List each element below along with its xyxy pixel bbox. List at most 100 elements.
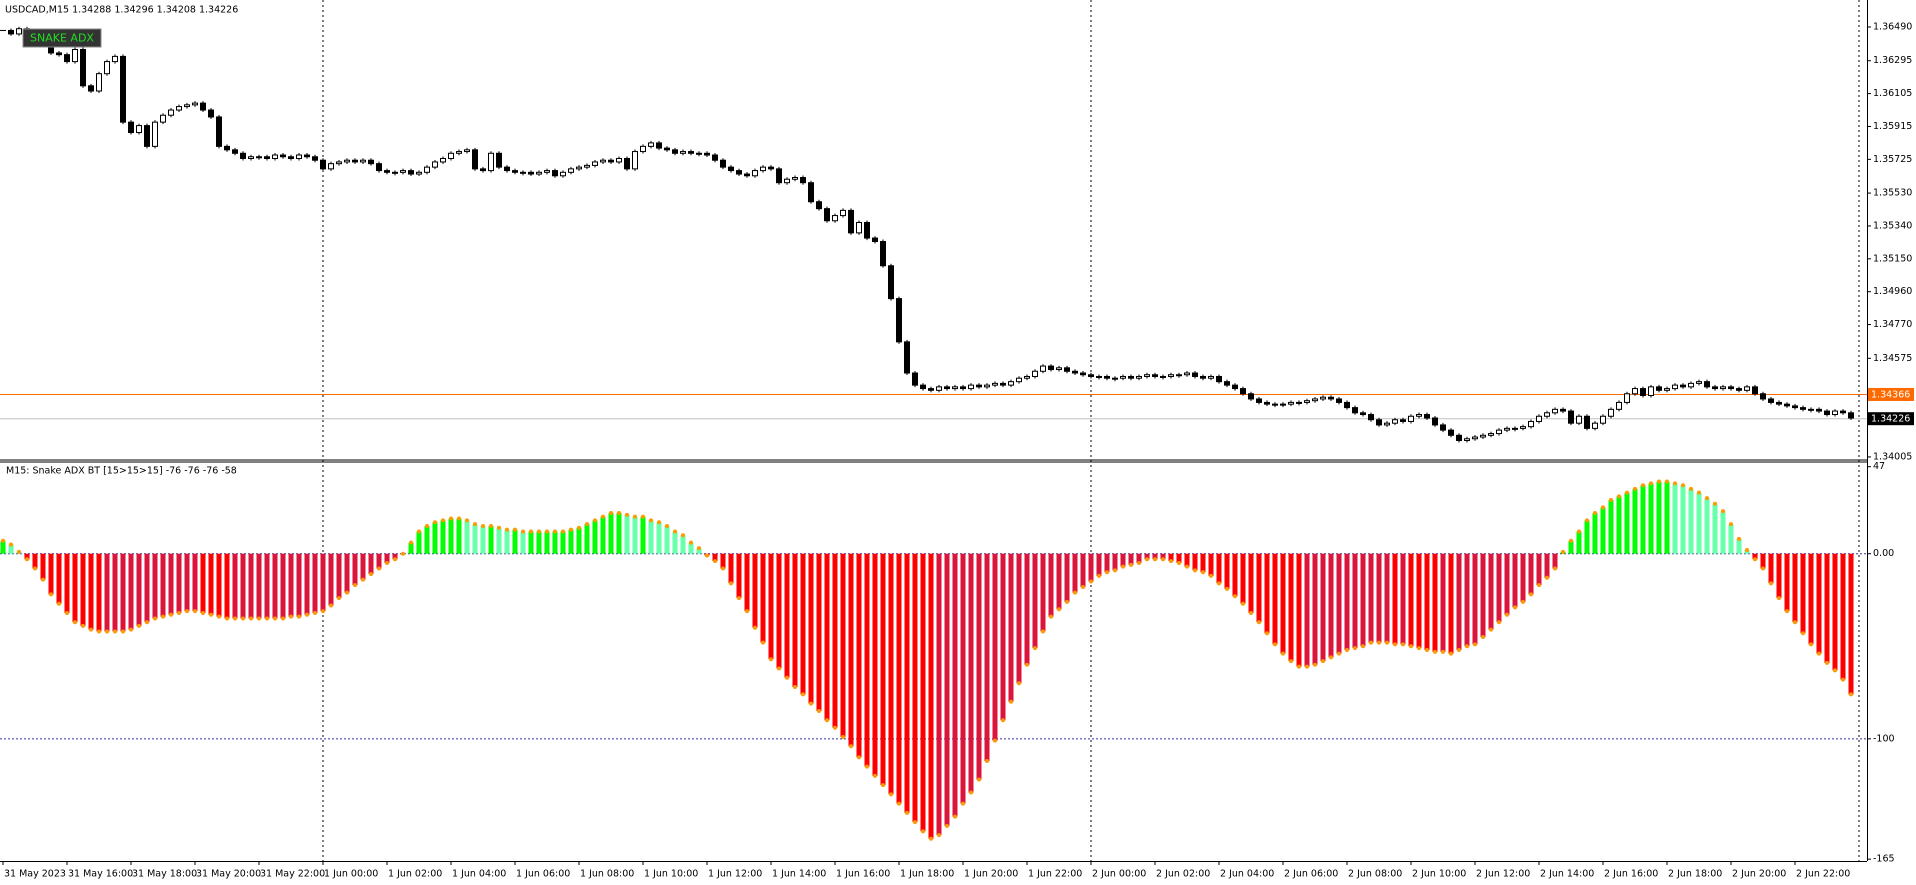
histogram-bar [568,529,574,554]
x-tick-label: 2 Jun 00:00 [1092,869,1146,880]
candle-body [792,177,798,180]
histogram-bar [352,553,358,586]
x-tick-label: 2 Jun 08:00 [1348,869,1402,880]
histogram-bar [616,512,622,554]
snake-dot [1785,609,1789,614]
snake-dot [1713,501,1717,506]
candle-body [848,209,854,234]
candle-body [760,166,766,172]
snake-dot [1465,644,1469,649]
snake-dot [1489,627,1493,632]
indicator-label: M15: Snake ADX BT [15>15>15] -76 -76 -76… [6,466,237,477]
snake-dot [257,616,261,621]
histogram-bar [48,553,54,595]
candle-body [8,29,14,35]
snake-dot [689,540,693,545]
histogram-bar [920,553,926,832]
snake-dot [177,610,181,615]
candle-body [88,85,94,92]
candle-body [888,265,894,300]
histogram-bar [424,525,430,554]
candle-body [448,152,454,159]
histogram-bar [928,553,934,839]
histogram-bar [1816,553,1822,654]
candle-body [192,102,198,106]
candle-body [400,170,406,173]
snake-dot [593,518,597,523]
button-box[interactable] [22,28,102,48]
snake-dot [1569,538,1573,543]
snake-dot [1313,662,1317,667]
snake-dot [1729,522,1733,527]
snake-dot [497,525,501,530]
histogram-bar [632,516,638,554]
candle-body [1368,414,1374,421]
candle-body [296,154,302,159]
histogram-bar [1824,553,1830,663]
snake-dot [1113,568,1117,573]
candle-body [344,159,350,163]
snake-dot [1001,718,1005,723]
snake-dot [1681,483,1685,488]
histogram-bar [1280,553,1286,654]
snake-dot [1249,610,1253,615]
snake-dot [1457,647,1461,652]
snake-dot [425,523,429,528]
candle-body [264,156,270,159]
snake-dot [777,666,781,671]
snake-dot [1,538,5,543]
candle-body [1848,412,1854,419]
snake-dot [345,590,349,595]
histogram-bar [1200,553,1206,573]
y-tick-label: 47 [1873,461,1885,472]
histogram-bar [856,553,862,758]
candle-body [1192,372,1198,377]
candle-body [1736,388,1742,391]
snake-dot [281,616,285,621]
snake-dot [1697,490,1701,495]
button-label[interactable]: SNAKE ADX [30,32,94,45]
snake-dot [1849,692,1853,697]
histogram-bar [96,553,102,632]
snake-dot [793,684,797,689]
candle-body [312,156,318,161]
histogram-bar [512,529,518,554]
candle-body [912,372,918,386]
candle-body [592,161,598,166]
snake-dot [745,609,749,614]
x-tick-label: 1 Jun 22:00 [1028,869,1082,880]
histogram-bar [1552,553,1558,569]
snake-dot [1177,560,1181,565]
histogram-bar [1576,531,1582,554]
candle-body [936,386,942,391]
x-tick-label: 2 Jun 04:00 [1220,869,1274,880]
histogram-bar [520,531,526,554]
histogram-bar [1480,553,1486,638]
histogram-bar [912,553,918,823]
indicator-button[interactable]: SNAKE ADX [22,28,102,48]
candle-body [1632,388,1638,395]
histogram-bar [80,553,86,626]
histogram-bar [936,553,942,836]
histogram-bar [760,553,766,643]
snake-dot [641,514,645,519]
candle-body [1056,367,1062,371]
snake-dot [1521,599,1525,604]
snake-dot [657,520,661,525]
histogram-bar [184,553,190,612]
candle-body [1512,427,1518,430]
snake-dot [41,577,45,582]
candle-body [1096,375,1102,378]
x-tick-label: 2 Jun 14:00 [1540,869,1594,880]
candle-body [1616,401,1622,410]
histogram-bar [1688,488,1694,554]
x-tick-label: 1 Jun 18:00 [900,869,954,880]
y-tick-label: 0.00 [1873,548,1894,559]
y-tick-label: 1.34005 [1873,451,1912,462]
histogram-bar [1112,553,1118,571]
histogram-bar [432,522,438,554]
histogram-bar [1768,553,1774,584]
histogram-bar [1448,553,1454,654]
snake-dot [825,718,829,723]
snake-dot [1129,562,1133,567]
